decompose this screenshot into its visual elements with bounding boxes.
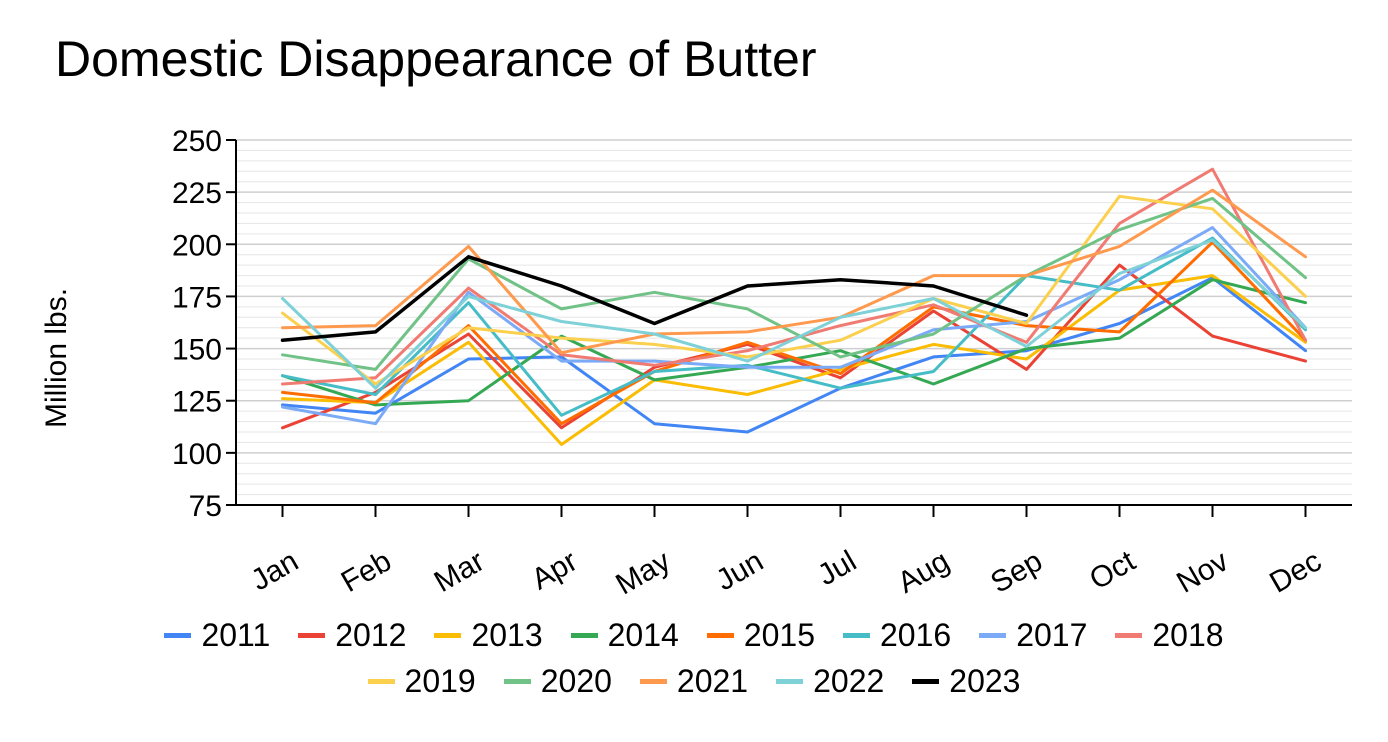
legend-swatch bbox=[979, 632, 1007, 638]
series-line-2016 bbox=[281, 236, 1307, 417]
legend-label: 2012 bbox=[335, 616, 407, 653]
x-tick-label: Mar bbox=[429, 544, 490, 598]
y-tick-label: 150 bbox=[172, 334, 222, 367]
legend-label: 2015 bbox=[743, 616, 815, 653]
grid-lines bbox=[236, 139, 1352, 496]
y-tick-label: 250 bbox=[172, 125, 222, 158]
legend-swatch bbox=[298, 632, 326, 638]
legend-label: 2016 bbox=[880, 616, 952, 653]
legend-label: 2018 bbox=[1152, 616, 1224, 653]
legend-row: 2011 2012 2013 2014 2015 2016 2017 2018 bbox=[0, 612, 1388, 658]
legend-swatch bbox=[843, 632, 870, 638]
legend-label: 2021 bbox=[676, 662, 749, 699]
legend-swatch bbox=[639, 678, 667, 684]
legend-swatch bbox=[570, 632, 598, 638]
x-tick-label: Oct bbox=[1084, 544, 1141, 596]
x-tick-label: Feb bbox=[336, 544, 397, 598]
x-tick-label: Nov bbox=[1171, 544, 1234, 599]
series-line-2020 bbox=[281, 196, 1307, 371]
axes bbox=[226, 139, 1352, 517]
x-tick-label: Sep bbox=[985, 544, 1048, 599]
y-tick-label: 175 bbox=[172, 281, 222, 314]
series-line-2023 bbox=[280, 255, 1029, 342]
legend-item-2018: 2018 bbox=[1115, 616, 1224, 654]
x-tick-label: Dec bbox=[1264, 544, 1327, 599]
legend-swatch bbox=[367, 678, 395, 684]
series-line-2022 bbox=[281, 238, 1307, 390]
legend-swatch bbox=[912, 678, 940, 684]
x-tick-label: Jun bbox=[711, 544, 769, 597]
legend-swatch bbox=[776, 678, 804, 684]
legend-swatch bbox=[434, 632, 462, 638]
legend-item-2016: 2016 bbox=[843, 617, 951, 654]
x-tick-label: Aug bbox=[892, 544, 955, 599]
legend: 2011 2012 2013 2014 2015 2016 2017 2018 2019 2020… bbox=[0, 612, 1388, 704]
series-line-2017 bbox=[281, 226, 1307, 426]
legend-item-2023: 2023 bbox=[912, 663, 1020, 700]
legend-item-2017: 2017 bbox=[979, 617, 1087, 654]
legend-label: 2019 bbox=[404, 662, 476, 699]
legend-item-2015: 2015 bbox=[706, 616, 815, 654]
legend-item-2014: 2014 bbox=[570, 616, 679, 654]
legend-swatch bbox=[1115, 632, 1143, 638]
y-tick-label: 75 bbox=[189, 490, 222, 523]
legend-label: 2014 bbox=[607, 616, 679, 653]
series-line-2012 bbox=[281, 263, 1307, 430]
legend-swatch bbox=[503, 678, 531, 684]
legend-label: 2011 bbox=[201, 616, 271, 653]
y-tick-label: 100 bbox=[172, 438, 222, 471]
series-line-2021 bbox=[281, 188, 1307, 355]
y-tick-label: 200 bbox=[172, 229, 222, 262]
legend-label: 2013 bbox=[471, 616, 543, 653]
legend-swatch bbox=[706, 632, 734, 638]
x-tick-label: May bbox=[610, 544, 676, 601]
legend-item-2013: 2013 bbox=[434, 616, 543, 654]
legend-label: 2020 bbox=[540, 662, 612, 699]
x-tick-label: Apr bbox=[526, 544, 583, 596]
legend-item-2019: 2019 bbox=[367, 662, 476, 700]
y-tick-label: 125 bbox=[172, 386, 222, 419]
legend-label: 2022 bbox=[813, 662, 885, 699]
legend-label: 2023 bbox=[949, 662, 1021, 699]
legend-item-2011: 2011 bbox=[164, 617, 270, 654]
legend-item-2022: 2022 bbox=[776, 663, 884, 700]
legend-item-2012: 2012 bbox=[298, 617, 406, 654]
chart-title: Domestic Disappearance of Butter bbox=[55, 31, 817, 87]
series-line-2013 bbox=[281, 274, 1307, 446]
legend-item-2020: 2020 bbox=[503, 662, 612, 700]
series-line-2019 bbox=[281, 194, 1307, 386]
x-tick-label: Jul bbox=[812, 544, 862, 592]
legend-swatch bbox=[164, 632, 192, 638]
legend-label: 2017 bbox=[1016, 616, 1088, 653]
legend-row: 2019 2020 2021 2022 2023 bbox=[0, 658, 1388, 704]
series-lines bbox=[280, 167, 1307, 446]
legend-item-2021: 2021 bbox=[639, 662, 749, 700]
line-chart: 75 100 125 150 175 200 225 250 Jan Feb Mar Apr May Ju… bbox=[40, 125, 1352, 601]
x-tick-label: Jan bbox=[246, 544, 304, 597]
y-axis-title: Million lbs. bbox=[40, 288, 73, 428]
y-tick-label: 225 bbox=[172, 177, 222, 210]
